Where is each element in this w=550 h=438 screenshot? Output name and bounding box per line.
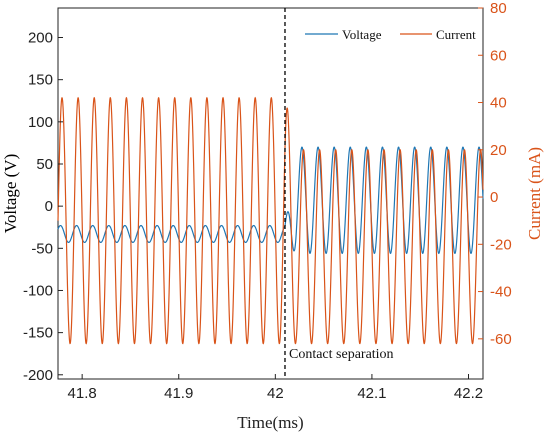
legend: Voltage Current <box>298 22 482 44</box>
y-left-tick-label: -100 <box>23 282 53 299</box>
legend-background <box>298 22 482 44</box>
series-line-current <box>57 96 484 345</box>
y-right-tick-label: -40 <box>490 284 512 301</box>
y-right-tick-label: -20 <box>490 236 512 253</box>
y-left-tick-label: 200 <box>28 30 53 47</box>
x-tick-label: 41.9 <box>164 385 193 402</box>
y-right-tick-label: 40 <box>490 95 507 112</box>
y-right-axis-ticks: -60 -40 -20 0 20 40 60 80 <box>478 0 512 348</box>
x-tick-label: 41.8 <box>68 385 97 402</box>
legend-label-current: Current <box>436 27 476 42</box>
y-right-tick-label: 20 <box>490 142 507 159</box>
y-left-tick-label: 0 <box>45 198 53 215</box>
x-tick-label: 42.1 <box>357 385 386 402</box>
x-tick-label: 42.2 <box>454 385 483 402</box>
y-left-tick-label: -150 <box>23 325 53 342</box>
y-right-tick-label: 60 <box>490 47 507 64</box>
x-axis-ticks: 41.8 41.9 42 42.1 42.2 <box>68 374 483 402</box>
x-axis-label: Time(ms) <box>237 413 303 432</box>
y-left-axis-ticks: -200 -150 -100 -50 0 50 100 150 200 <box>23 30 63 384</box>
series-line-voltage <box>57 146 484 255</box>
y-left-tick-label: 150 <box>28 72 53 89</box>
x-tick-label: 42 <box>267 385 284 402</box>
y-left-tick-label: 100 <box>28 114 53 131</box>
y-right-axis-label: Current (mA) <box>525 147 544 240</box>
legend-label-voltage: Voltage <box>342 27 382 42</box>
series-layer <box>57 96 484 345</box>
y-right-tick-label: 0 <box>490 189 498 206</box>
y-right-tick-label: 80 <box>490 0 507 17</box>
contact-separation-label: Contact separation <box>289 347 394 362</box>
y-left-tick-label: 50 <box>36 156 53 173</box>
y-left-axis-label: Voltage (V) <box>1 154 20 233</box>
y-right-tick-label: -60 <box>490 331 512 348</box>
y-left-tick-label: -200 <box>23 367 53 384</box>
y-left-tick-label: -50 <box>31 240 53 257</box>
